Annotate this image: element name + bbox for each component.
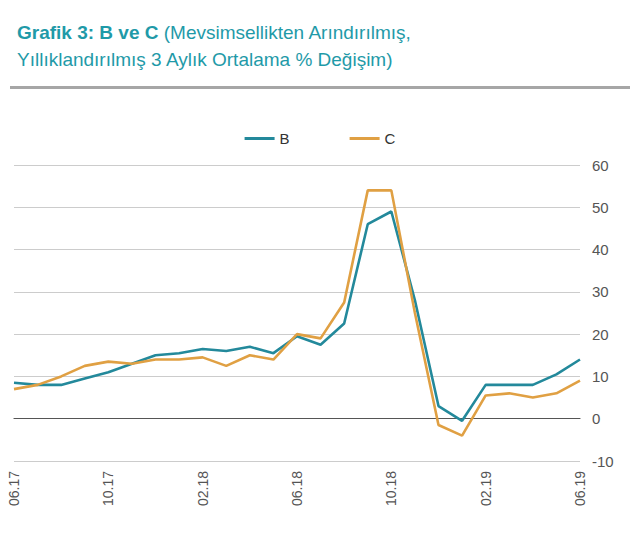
svg-text:Grafik 3: B ve C: Grafik 3: B ve C [17, 22, 159, 43]
svg-text:C: C [385, 130, 396, 147]
svg-text:10: 10 [592, 368, 609, 385]
svg-text:30: 30 [592, 283, 609, 300]
svg-text:06.18: 06.18 [289, 471, 305, 506]
svg-text:20: 20 [592, 326, 609, 343]
svg-text:Yıllıklandırılmış 3 Aylık Orta: Yıllıklandırılmış 3 Aylık Ortalama % Değ… [17, 49, 393, 70]
svg-text:02.18: 02.18 [195, 471, 211, 506]
svg-text:02.19: 02.19 [478, 471, 494, 506]
svg-text:60: 60 [592, 157, 609, 174]
svg-text:10.18: 10.18 [383, 471, 399, 506]
svg-text:10.17: 10.17 [100, 471, 116, 506]
svg-text:06.17: 06.17 [6, 471, 22, 506]
svg-text:(Mevsimsellikten Arındırılmış,: (Mevsimsellikten Arındırılmış, [164, 22, 416, 43]
svg-text:0: 0 [592, 410, 600, 427]
svg-text:50: 50 [592, 199, 609, 216]
svg-text:-10: -10 [592, 453, 614, 470]
svg-text:06.19: 06.19 [572, 471, 588, 506]
svg-text:B: B [280, 130, 290, 147]
svg-text:40: 40 [592, 241, 609, 258]
